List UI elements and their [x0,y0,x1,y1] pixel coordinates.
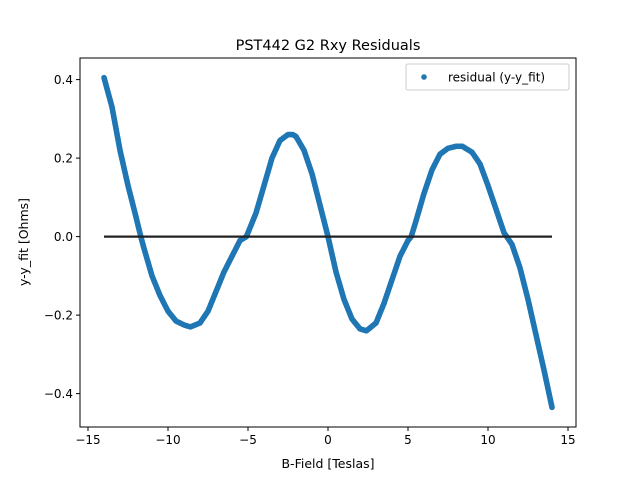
legend: residual (y-y_fit) [405,63,570,91]
y-tick-label: −0.4 [44,387,73,401]
y-axis-label: y-y_fit [Ohms] [16,198,31,286]
data-point [549,404,555,411]
x-tick-label: 15 [560,433,575,447]
x-tick-label: 10 [480,433,495,447]
x-tick-label: −10 [155,433,180,447]
x-tick-label: 0 [324,433,332,447]
x-tick-label: −5 [239,433,257,447]
y-tick-label: 0.4 [54,73,73,87]
x-tick-label: 5 [404,433,412,447]
y-axis-ticks: −0.4 −0.2 0.0 0.2 0.4 [44,73,80,401]
legend-label: residual (y-y_fit) [448,71,545,85]
y-tick-label: −0.2 [44,309,73,323]
chart-title: PST442 G2 Rxy Residuals [236,38,421,54]
y-tick-label: 0.0 [54,230,73,244]
x-tick-label: −15 [75,433,100,447]
y-tick-label: 0.2 [54,152,73,166]
x-axis-label: B-Field [Teslas] [281,456,374,471]
legend-box [405,63,570,91]
legend-marker [421,74,427,80]
x-axis-ticks: −15 −10 −5 0 5 10 15 [75,427,576,447]
scatter-series [101,74,555,411]
